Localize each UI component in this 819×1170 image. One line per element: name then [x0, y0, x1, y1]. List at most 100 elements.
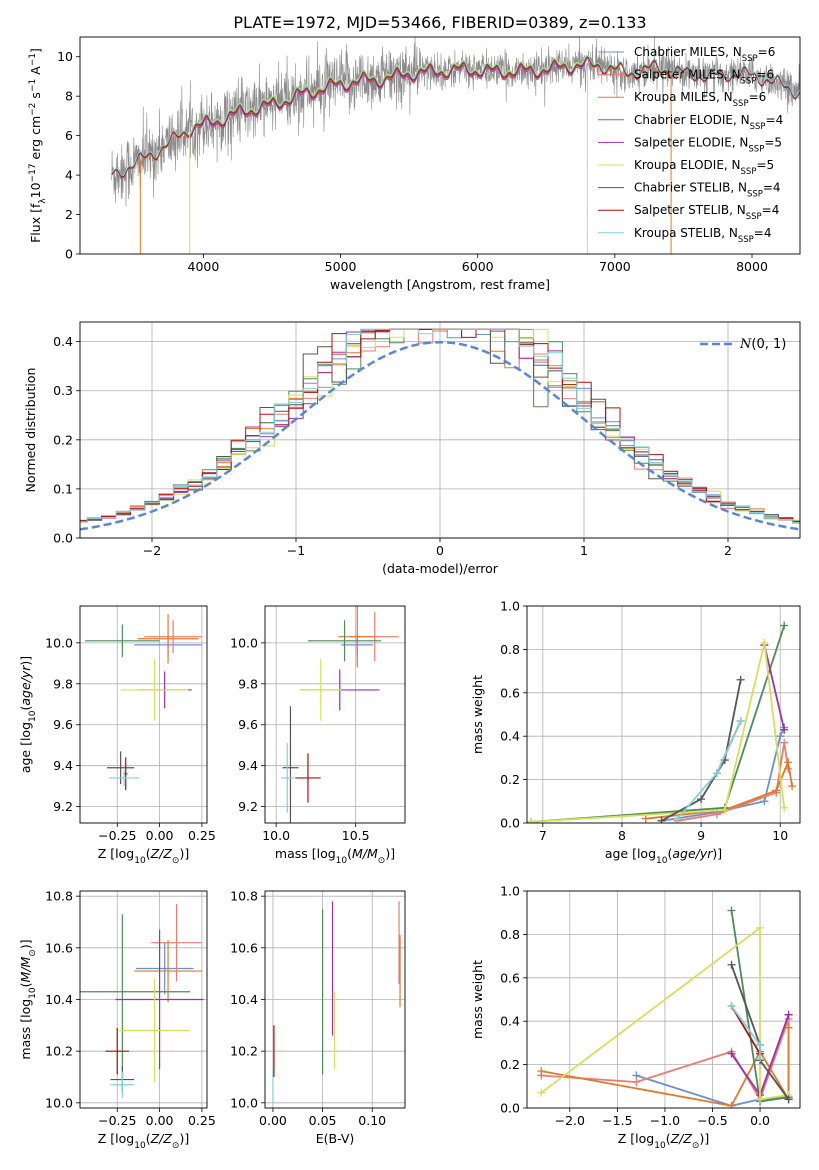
legend-text: Kroupa STELIB, N — [634, 226, 738, 240]
residuals-xtick-label-4: 2 — [724, 543, 732, 558]
weight_vs_Z-marker-kroupa-stelib-0 — [727, 1002, 736, 1011]
weight_vs_Z-xlabel-part: Z/Z — [670, 1131, 693, 1146]
spectrum-ytick-label-4: 8 — [65, 89, 73, 104]
age_vs_Z-ylabel-part: 10 — [28, 710, 38, 722]
mass_vs_Z-xlabel-part: ⊙ — [172, 1141, 180, 1151]
weight_vs_age-xtick-label-1: 8 — [618, 828, 626, 843]
weight_vs_Z-marker-salpeter-elodie-0 — [727, 1049, 736, 1058]
weight_vs_age-marker-kroupa-stelib-2 — [736, 717, 745, 726]
mass_vs_Z-ylabel-part: 10 — [28, 987, 38, 999]
weight_vs_age-marker-salpeter-elodie-1 — [780, 725, 789, 734]
mass_vs_Z-xlabel-part: )] — [179, 1131, 189, 1146]
weight_vs_Z-series-kroupa-elodie — [540, 926, 789, 1101]
spectrum-plot-area — [111, 37, 800, 254]
age_vs_mass-ytick-label-2: 9.6 — [238, 717, 258, 732]
spectrum-ytick-label-2: 4 — [65, 168, 73, 183]
mass_vs_ebv-chart: 0.00 0.05 0.10 10.0 10.2 10.4 10.6 10.8 E(B-V) — [230, 889, 406, 1146]
weight_vs_age-ytick-label-5: 1.0 — [500, 599, 520, 614]
mass_vs_Z-ytick-label-1: 10.2 — [45, 1044, 73, 1059]
weight_vs_Z-xtick-label-3: −0.5 — [697, 1113, 727, 1128]
weight_vs_Z-marker-salpeter-elodie-2 — [784, 1010, 793, 1019]
age_vs_mass-xlabel-part: )] — [385, 846, 395, 861]
mass_vs_Z-ylabel-part: ⊙ — [28, 949, 38, 957]
weight_vs_Z-xtick-label-1: −1.5 — [602, 1113, 632, 1128]
age_vs_mass-ytick-label-0: 9.2 — [238, 799, 258, 814]
mass_vs_Z-xlabel-part: 10 — [134, 1141, 146, 1151]
age_vs_Z-plot-area — [85, 614, 202, 791]
figure-title: PLATE=1972, MJD=53466, FIBERID=0389, z=0… — [233, 13, 646, 32]
spectrum-ytick-label-3: 6 — [65, 128, 73, 143]
weight_vs_age-ytick-label-3: 0.6 — [500, 685, 520, 700]
legend-eq: =4 — [754, 226, 772, 240]
spectrum-xtick-label-1: 5000 — [325, 259, 357, 274]
mass_vs_Z-ytick-label-3: 10.6 — [45, 940, 73, 955]
legend-gaussian-args: (0, 1) — [751, 337, 786, 352]
legend-gaussian-label: N(0, 1) — [739, 337, 786, 352]
age_vs_mass-ytick-label-4: 10.0 — [230, 635, 258, 650]
weight_vs_age-ylabel-part: mass weight — [470, 675, 485, 754]
weight_vs_age-series-chabrier-stelib — [661, 679, 742, 822]
weight_vs_age-xlabel-part: age/yr — [672, 846, 713, 861]
legend-sub: SSP — [750, 122, 766, 132]
mass_vs_Z-xtick-label-2: 0.25 — [188, 1113, 216, 1128]
age_vs_Z-xlabel: Z [log10(Z/Z⊙)] — [98, 846, 189, 866]
weight_vs_age-series-kroupa-elodie — [530, 642, 786, 823]
age_vs_mass-xtick-label-0: 10.0 — [262, 828, 290, 843]
legend-label-3: Chabrier ELODIE, NSSP=4 — [634, 113, 783, 132]
weight_vs_Z-ytick-label-3: 0.6 — [500, 970, 520, 985]
weight_vs_age-xlabel-part: ( — [667, 846, 672, 861]
age_vs_Z-ylabel-part: age/yr — [18, 665, 33, 706]
age_vs_mass-xlabel-part: ( — [347, 846, 352, 861]
mass_vs_Z-frame — [79, 890, 208, 1109]
weight_vs_age-series-chabrier-elodie — [530, 625, 786, 823]
legend-text: Chabrier STELIB, N — [634, 181, 747, 195]
mass_vs_Z-ylabel-part: ( — [18, 982, 33, 987]
age_vs_mass-xlabel-part: ⊙ — [378, 856, 386, 866]
spectrum-xlabel: wavelength [Angstrom, rest frame] — [330, 277, 550, 292]
age_vs_Z-ylabel: age [log10(age/yr)] — [18, 656, 38, 773]
gaussian-curve — [80, 340, 800, 531]
spectrum-ylabel-part: s — [28, 92, 43, 103]
weight_vs_age-marker-kroupa-stelib-0 — [673, 814, 682, 823]
spectrum-xtick-label-3: 7000 — [599, 259, 631, 274]
age_vs_mass-xlabel: mass [log10(M/M⊙)] — [275, 846, 395, 866]
legend-label-0: Chabrier MILES, NSSP=6 — [634, 45, 775, 64]
weight_vs_age-marker-kroupa-miles-4 — [788, 782, 797, 791]
mass_vs_Z-plot-area — [80, 903, 204, 1098]
residuals-ytick-label-3: 0.3 — [53, 383, 73, 398]
weight_vs_Z-xlabel-part: ( — [666, 1131, 671, 1146]
weight_vs_age-plot-area — [527, 621, 797, 823]
weight_vs_age-marker-kroupa-elodie-3 — [780, 803, 789, 812]
residuals-ylabel-part: Normed distribution — [23, 368, 38, 493]
legend-sub: SSP — [742, 54, 758, 64]
weight_vs_age-xlabel-part: age [log — [605, 846, 656, 861]
weight_vs_Z-xtick-label-2: −1.0 — [650, 1113, 680, 1128]
weight_vs_Z-xlabel-part: Z [log — [618, 1131, 654, 1146]
residuals-frame — [79, 321, 801, 539]
age_vs_mass-xlabel-part: mass [log — [275, 846, 336, 861]
weight_vs_age-marker-kroupa-miles-2 — [772, 786, 781, 795]
weight_vs_age-series-chabrier-miles — [661, 727, 786, 822]
weight_vs_Z-xtick-label-0: −2.0 — [555, 1113, 585, 1128]
weight_vs_age-xlabel: age [log10(age/yr)] — [605, 846, 722, 866]
weight_vs_Z-xtick-label-4: 0.0 — [750, 1113, 770, 1128]
age_vs_Z-xlabel-part: ⊙ — [172, 856, 180, 866]
legend-text: Kroupa MILES, N — [634, 90, 733, 104]
age_vs_Z-xlabel-part: Z [log — [98, 846, 134, 861]
legend-eq: =4 — [763, 181, 781, 195]
spectrum-ylabel-part: 10 — [28, 182, 43, 198]
residuals-plot-area — [80, 328, 800, 531]
legend-eq: =5 — [756, 158, 774, 172]
age_vs_Z-chart: −0.25 0.00 0.259.29.49.69.810.0Z [log10(Z/… — [18, 605, 216, 866]
spectrum-model-kroupa-miles — [140, 58, 672, 162]
residuals-xlabel-part: (data-model)/error — [382, 561, 499, 576]
weight_vs_Z-xlabel-part: 10 — [654, 1141, 666, 1151]
legend-text: Salpeter ELODIE, N — [634, 135, 748, 149]
residuals-ytick-label-1: 0.1 — [53, 481, 73, 496]
spectrum-ylabel-part: erg cm — [28, 116, 43, 164]
age_vs_Z-frame — [79, 605, 208, 824]
weight_vs_Z-marker-kroupa-stelib-2 — [756, 1054, 765, 1063]
spectrum-ytick-label-1: 2 — [65, 207, 73, 222]
age_vs_mass-frame — [264, 605, 406, 824]
spectrum-model-salpeter-stelib — [111, 57, 800, 179]
